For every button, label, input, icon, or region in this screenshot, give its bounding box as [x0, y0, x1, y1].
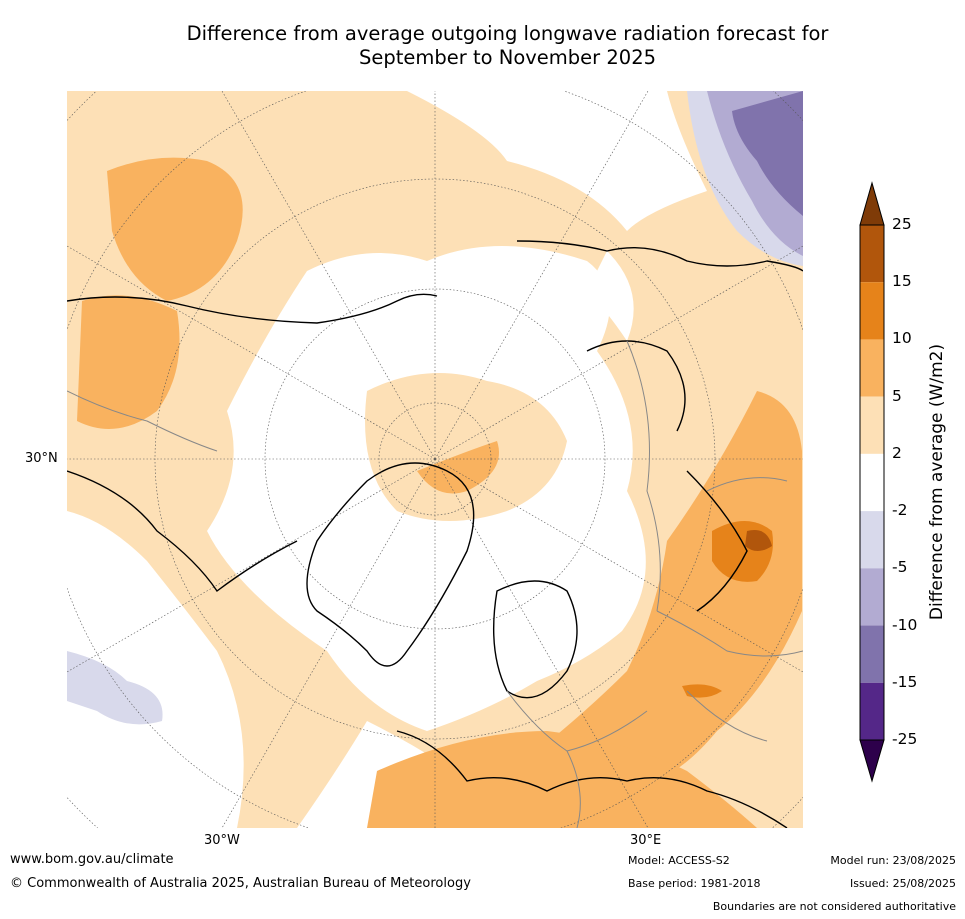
country-boundaries — [67, 340, 803, 828]
anomaly-greenland-patch — [417, 441, 499, 494]
colorbar-band — [860, 453, 884, 512]
chart-title: Difference from average outgoing longwav… — [60, 22, 955, 70]
lon-label-30w: 30°W — [204, 833, 240, 848]
colorbar-tick-label: 25 — [892, 215, 912, 233]
footer-copyright: © Commonwealth of Australia 2025, Austra… — [10, 876, 471, 891]
footer-disclaimer: Boundaries are not considered authoritat… — [712, 900, 956, 913]
anomaly-middle-east-hotspot — [682, 684, 722, 698]
anomaly-alaska-patch — [77, 295, 180, 429]
colorbar-over-arrow — [859, 181, 885, 226]
anomaly-central-asia-core — [745, 530, 772, 551]
colorbar-tick-label: 10 — [892, 329, 912, 348]
colorbar-bands — [860, 225, 884, 740]
footer-base-period: Base period: 1981-2018 — [628, 877, 761, 890]
colorbar-tick-label: -2 — [892, 501, 908, 520]
colorbar-tick-label: 5 — [892, 386, 902, 405]
colorbar-border — [859, 224, 885, 741]
anomaly-pacific-negative-strong — [732, 91, 803, 216]
lat-label-30n: 30°N — [25, 451, 58, 466]
colorbar — [859, 181, 885, 783]
colorbar-tick-label: -5 — [892, 558, 908, 577]
lon-label-30e: 30°E — [630, 833, 662, 848]
colorbar-tick-label: 15 — [892, 272, 912, 291]
colorbar-band — [860, 225, 884, 283]
colorbar-title: Difference from average (W/m2) — [927, 343, 947, 621]
footer-model-run: Model run: 23/08/2025 — [830, 854, 956, 867]
colorbar-band — [860, 339, 884, 397]
neutral-region-siberia — [587, 251, 634, 341]
map-panel[interactable] — [67, 91, 803, 828]
anomaly-pacific-patch — [107, 157, 243, 301]
footer-issued: Issued: 25/08/2025 — [849, 877, 956, 890]
anomaly-arctic-blob — [365, 373, 567, 521]
neutral-region-atlantic — [67, 511, 244, 828]
title-line-2: September to November 2025 — [358, 46, 657, 69]
colorbar-band — [860, 625, 884, 683]
footer-model: Model: ACCESS-S2 — [628, 854, 730, 867]
colorbar-band — [860, 396, 884, 454]
anomaly-asia-patch — [537, 391, 802, 783]
colorbar-tick-label: -25 — [892, 730, 918, 748]
colorbar-band — [860, 282, 884, 340]
colorbar-band — [860, 511, 884, 569]
colorbar-band — [860, 568, 884, 626]
title-line-1: Difference from average outgoing longwav… — [186, 22, 829, 45]
colorbar-under-arrow — [859, 739, 885, 783]
coastlines — [67, 240, 803, 828]
colorbar-tick-label: -15 — [892, 672, 918, 691]
anomaly-mediterranean-patch — [367, 731, 757, 828]
map-svg — [67, 91, 803, 828]
colorbar-band — [860, 682, 884, 740]
footer-url[interactable]: www.bom.gov.au/climate — [10, 852, 174, 867]
graticule — [67, 91, 803, 828]
colorbar-tick-label: -10 — [892, 615, 918, 634]
colorbar-tick-label: 2 — [892, 443, 902, 462]
neutral-region-north — [407, 91, 707, 231]
anomaly-atlantic-negative — [67, 651, 163, 725]
